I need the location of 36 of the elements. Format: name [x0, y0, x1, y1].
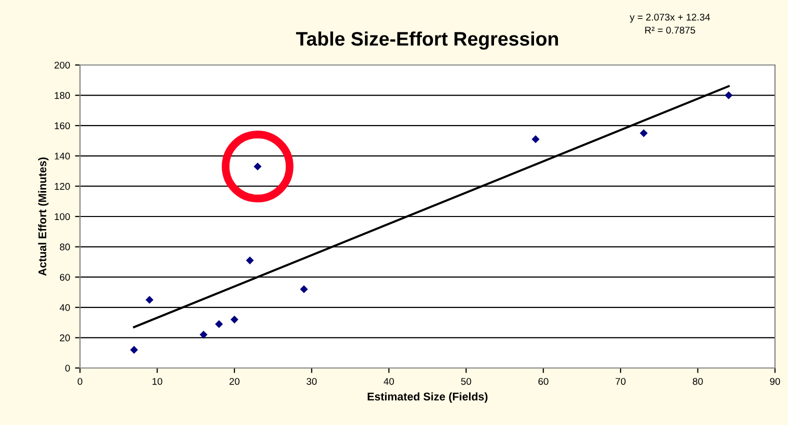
point	[130, 346, 138, 354]
y-tick-label: 60	[60, 274, 70, 281]
point	[640, 129, 648, 138]
text: R² = 0.7875	[645, 26, 696, 34]
point	[724, 91, 733, 100]
chart-title: Table Size-Effort Regression	[296, 31, 558, 50]
y-tick-label: 160	[54, 122, 70, 130]
y-tick-label: 0	[65, 364, 70, 372]
y-axis-title: Actual Effort (Minutes)	[38, 157, 49, 276]
y-tick-label: 100	[54, 213, 70, 220]
x-tick-label: 70	[616, 378, 626, 385]
x-tick-label: 40	[384, 378, 394, 385]
y-tick-label: 180	[54, 92, 70, 99]
x-tick-label: 90	[770, 378, 780, 385]
x-tick-label: 20	[230, 378, 240, 385]
y-tick-label: 40	[60, 304, 70, 312]
point	[230, 316, 238, 324]
y-tick-label: 20	[60, 334, 70, 342]
x-tick-label: 80	[692, 378, 703, 385]
text: y = 2.073x + 12.34	[630, 14, 710, 23]
y-tick-label: 120	[54, 182, 70, 190]
point	[300, 285, 308, 294]
x-tick-label: 0	[78, 378, 82, 385]
point	[215, 320, 223, 328]
point	[246, 256, 254, 264]
y-tick-label: 200	[54, 62, 70, 69]
x-tick-label: 60	[538, 378, 548, 385]
point	[532, 135, 540, 144]
point	[146, 296, 154, 304]
x-tick-label: 10	[152, 378, 162, 385]
x-tick-label: 30	[306, 378, 317, 385]
x-axis-title: Estimated Size (Fields)	[368, 392, 488, 403]
x-tick-label: 50	[461, 378, 472, 385]
y-tick-label: 140	[54, 152, 70, 160]
y-tick-label: 80	[60, 244, 70, 250]
point	[200, 330, 208, 339]
